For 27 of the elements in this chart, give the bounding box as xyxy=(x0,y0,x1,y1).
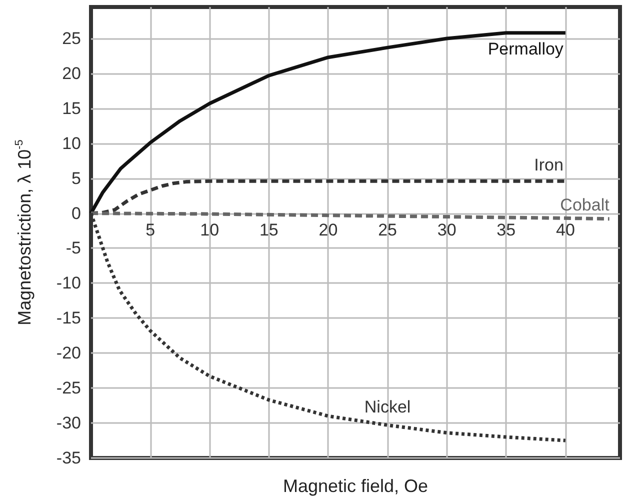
y-tick-label: 25 xyxy=(62,28,81,48)
y-tick-label: -10 xyxy=(56,274,81,293)
x-tick-label: 25 xyxy=(378,220,397,240)
series-label: Nickel xyxy=(364,398,411,417)
y-tick-label: 0 xyxy=(72,204,81,223)
y-tick-label: -25 xyxy=(56,378,81,398)
series-label: Permalloy xyxy=(488,39,564,58)
series-label: Cobalt xyxy=(560,195,610,214)
y-axis-title: Magnetostriction, λ 10-5 xyxy=(14,140,34,326)
y-tick-label: 5 xyxy=(72,168,81,188)
y-tick-label: 20 xyxy=(62,64,81,83)
x-tick-label: 20 xyxy=(318,220,338,240)
y-tick-label: 10 xyxy=(62,134,81,153)
x-tick-label: 5 xyxy=(146,220,156,240)
x-tick-label: 15 xyxy=(259,220,278,240)
x-axis-title: Magnetic field, Oe xyxy=(282,476,428,496)
y-tick-label: -5 xyxy=(66,238,81,258)
x-tick-label: 10 xyxy=(200,220,220,240)
series-label: Iron xyxy=(534,156,564,175)
x-tick-label: 30 xyxy=(437,220,456,240)
y-tick-label: -35 xyxy=(56,448,81,468)
y-tick-label: -15 xyxy=(56,308,81,328)
y-tick-label: -20 xyxy=(56,344,81,363)
y-tick-label: -30 xyxy=(56,414,81,433)
x-tick-label: 35 xyxy=(496,220,516,240)
y-tick-label: 15 xyxy=(62,98,81,118)
x-tick-label: 40 xyxy=(556,220,575,240)
